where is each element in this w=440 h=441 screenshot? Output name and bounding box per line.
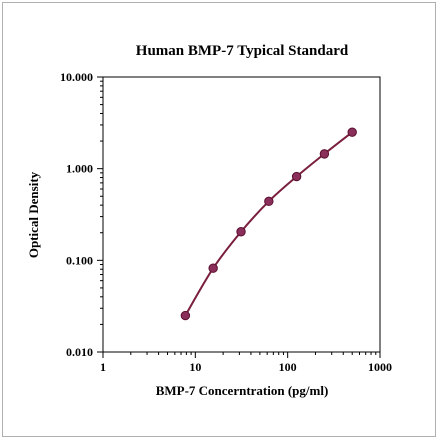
x-tick-label: 10 (189, 360, 201, 374)
data-point (208, 263, 218, 273)
x-tick-label: 100 (279, 360, 297, 374)
chart-title: Human BMP-7 Typical Standard (136, 43, 349, 59)
plot-area-border (102, 76, 381, 353)
y-tick-label: 1.000 (66, 162, 93, 176)
data-point (264, 196, 274, 207)
data-point (319, 149, 330, 159)
axes (102, 76, 381, 353)
y-tick-label: 0.010 (66, 345, 93, 359)
y-axis-label: Optical Density (26, 171, 41, 258)
ticks: 1 10 100 1000 10.000 1.000 0.100 0.010 (60, 70, 392, 374)
data-point (347, 127, 357, 137)
series (180, 127, 357, 321)
x-tick-label: 1 (100, 360, 106, 374)
data-point (180, 310, 191, 321)
y-tick-label: 0.100 (66, 253, 93, 267)
data-point (291, 171, 302, 182)
x-tick-label: 1000 (368, 360, 392, 374)
x-axis-label: BMP-7 Concerntration (pg/ml) (156, 383, 329, 398)
y-tick-label: 10.000 (60, 70, 93, 84)
chart-frame (2, 2, 436, 437)
series-line (184, 131, 353, 317)
data-point (236, 227, 246, 237)
